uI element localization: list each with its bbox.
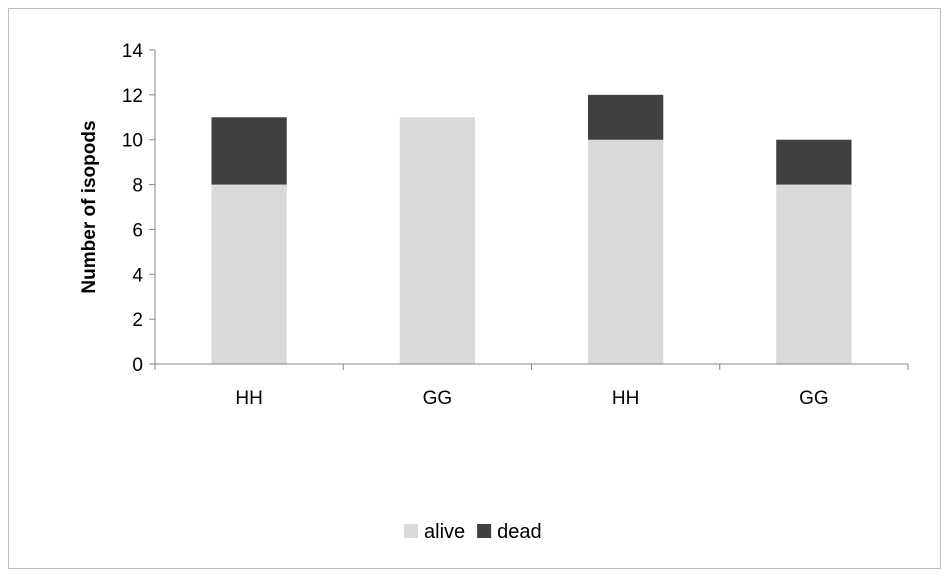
bar-dead-3: [587, 94, 664, 140]
axes-layer: HH GG HH GG 0 2 4 6 8 10 12 14: [122, 41, 909, 409]
legend-swatch-dead: [477, 524, 492, 538]
bar-dead-4: [776, 139, 852, 185]
y-tick-label-6: 6: [132, 220, 143, 241]
legend-label-alive: alive: [424, 521, 465, 543]
bar-alive-1: [211, 184, 287, 364]
y-tick-label-10: 10: [122, 131, 143, 152]
bar-dead-1: [211, 117, 287, 185]
y-tick-label-0: 0: [132, 355, 143, 376]
y-tick-label-8: 8: [132, 176, 143, 197]
legend: alive dead: [404, 521, 542, 543]
x-tick-label-2: GG: [423, 388, 453, 409]
legend-swatch-alive: [404, 524, 418, 538]
bars-layer: [211, 94, 852, 365]
bar-alive-2: [399, 117, 476, 365]
y-axis-label: Number of isopods: [79, 120, 100, 293]
y-tick-label-12: 12: [122, 86, 143, 107]
x-tick-label-1: HH: [235, 388, 262, 409]
y-tick-label-2: 2: [132, 310, 143, 331]
bar-alive-4: [776, 184, 852, 364]
legend-label-dead: dead: [497, 521, 542, 543]
y-tick-label-14: 14: [122, 41, 144, 62]
bar-alive-3: [587, 139, 664, 364]
x-tick-label-4: GG: [799, 388, 829, 409]
x-tick-label-3: HH: [612, 388, 639, 409]
y-tick-label-4: 4: [132, 265, 143, 286]
